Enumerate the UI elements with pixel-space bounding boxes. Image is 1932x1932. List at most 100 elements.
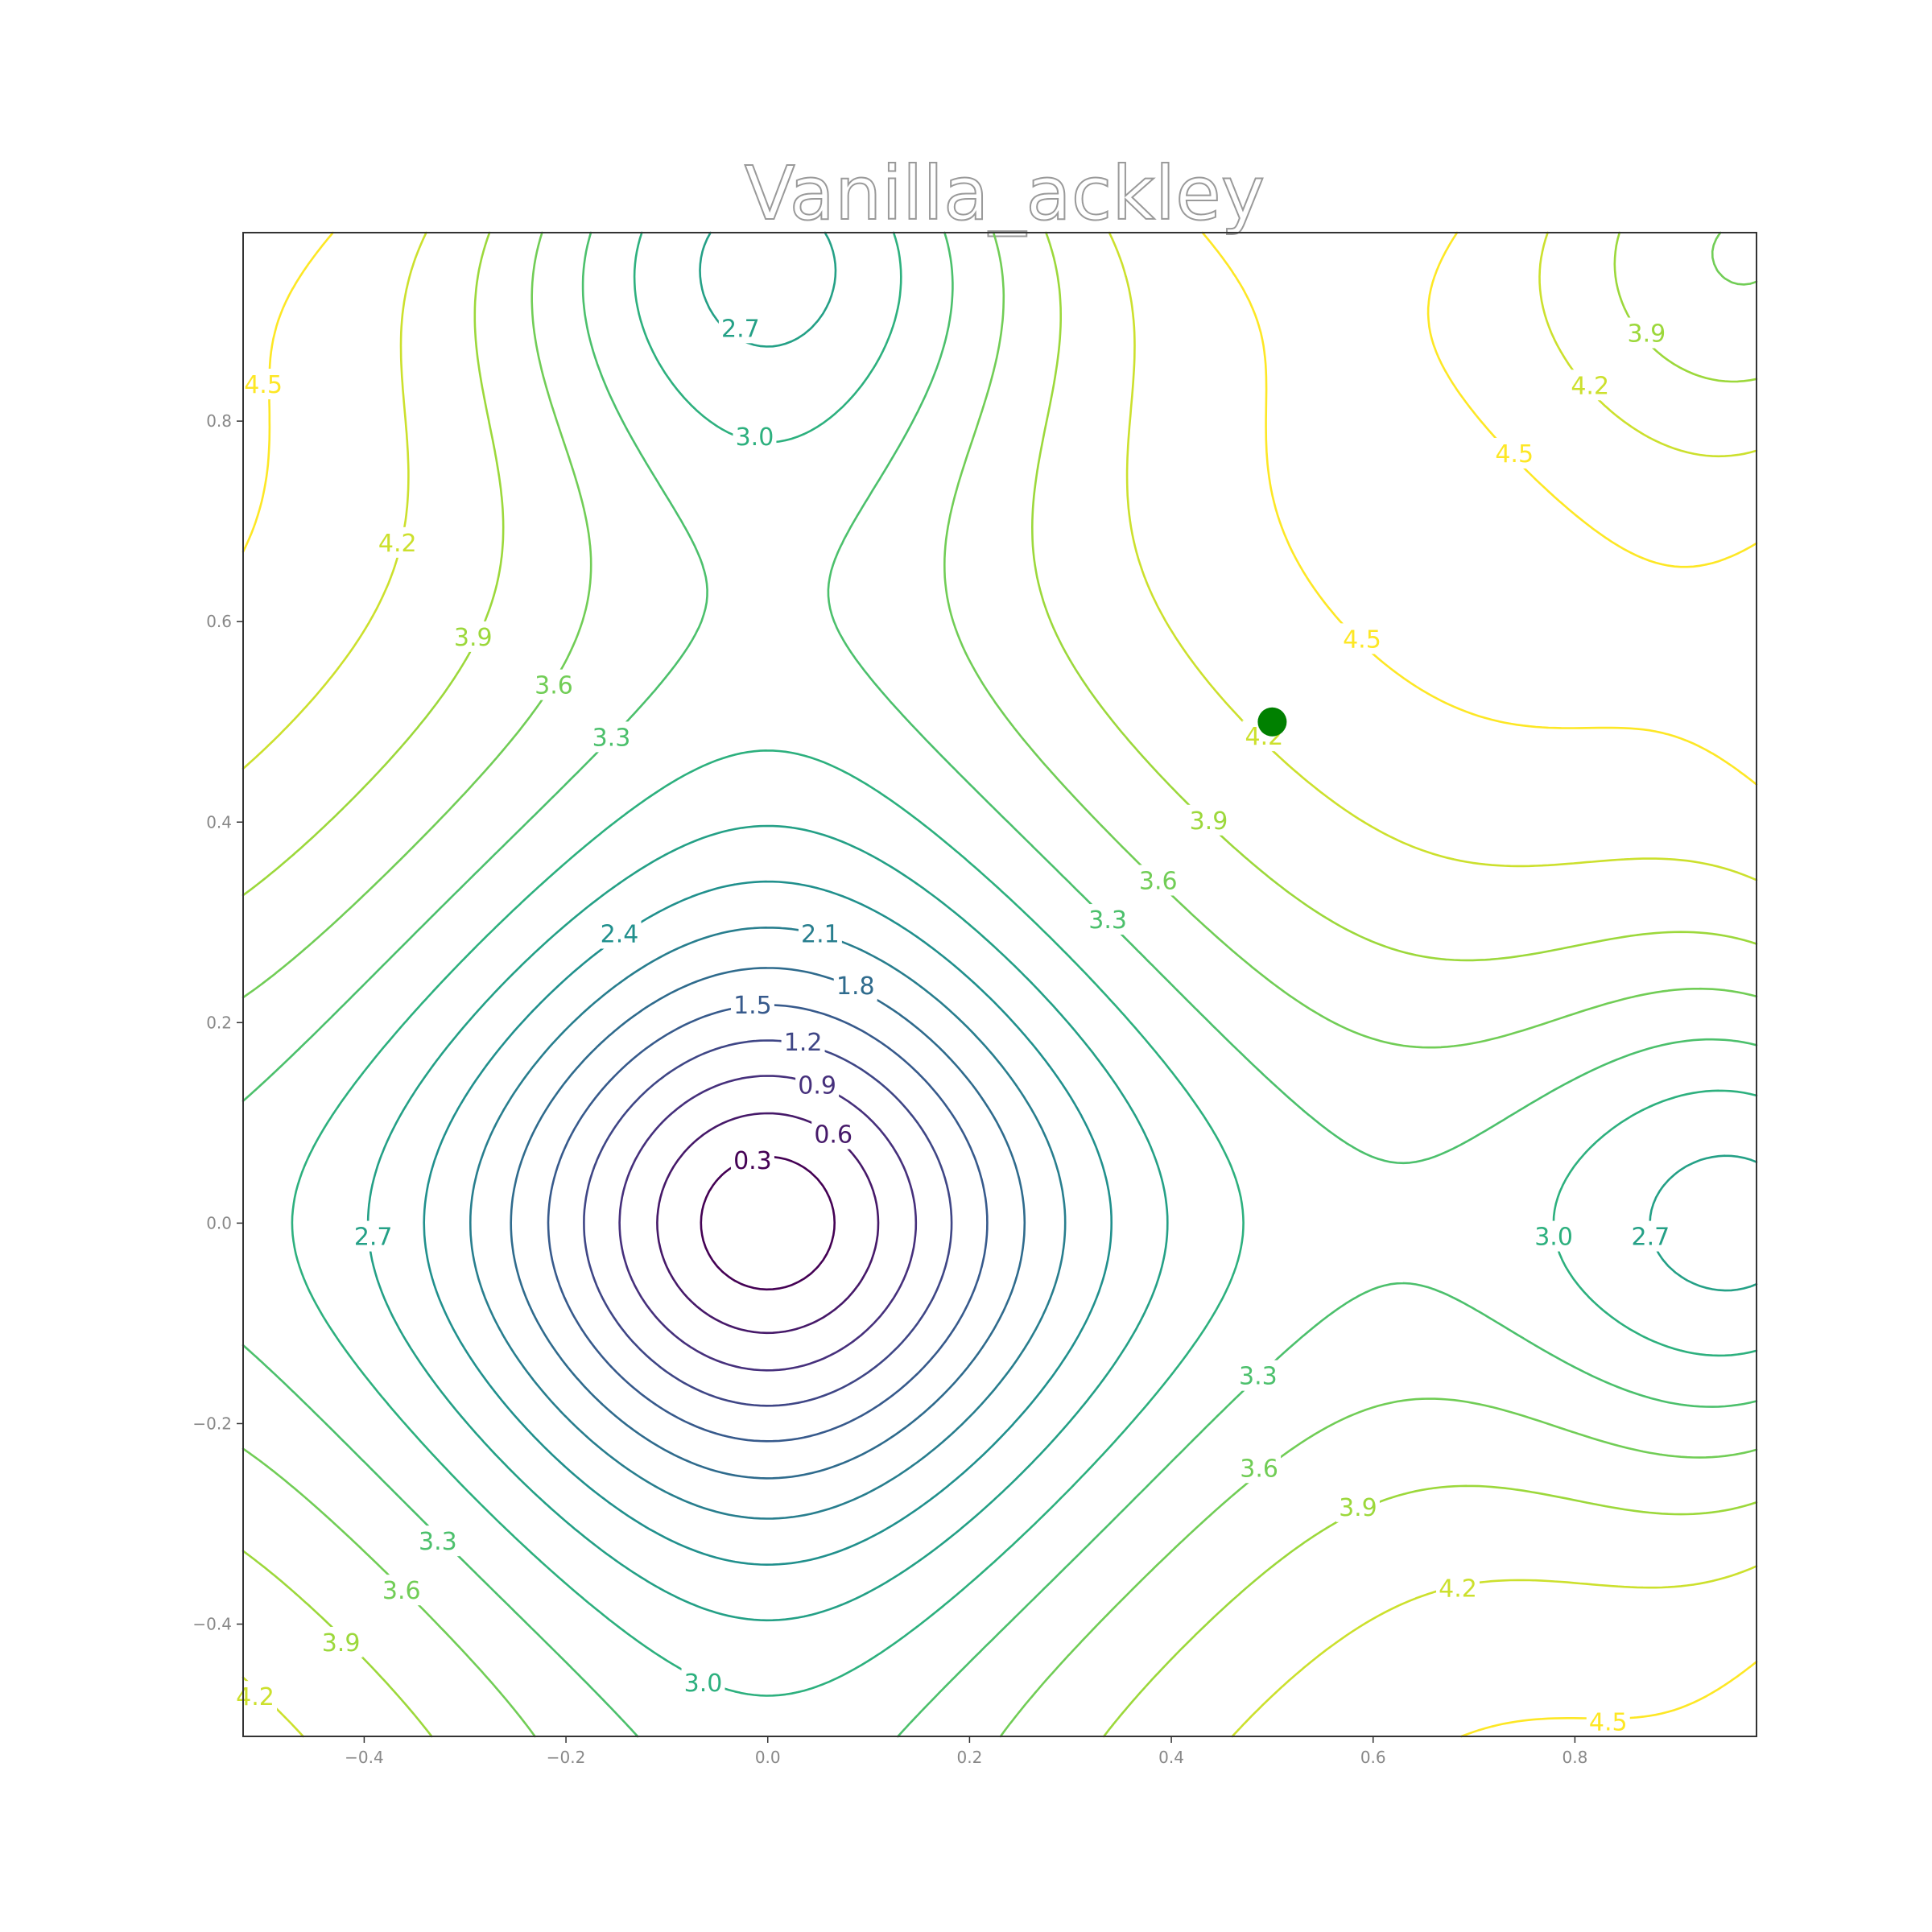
- contour-label: 2.1: [798, 918, 842, 949]
- contour-label: 3.6: [1136, 865, 1180, 896]
- contour-line-1-5: [547, 1004, 989, 1443]
- y-tick-label: −0.4: [192, 1615, 232, 1634]
- contour-line-4-2: [242, 231, 1758, 1738]
- contour-label-text: 3.9: [1339, 1494, 1377, 1522]
- x-tick-label: 0.8: [1562, 1748, 1587, 1767]
- contour-label: 4.2: [1568, 369, 1612, 401]
- contour-label-text: 3.0: [736, 423, 774, 452]
- contour-label: 3.3: [589, 721, 634, 753]
- x-axis: −0.4 −0.2 0.0 0.2 0.4 0.6 0.8: [345, 1736, 1587, 1767]
- contour-line-3-3: [242, 231, 1758, 1738]
- contour-label-text: 3.3: [1239, 1363, 1278, 1391]
- contour-label: 4.5: [1340, 623, 1384, 654]
- contour-line-3-9: [242, 231, 1758, 1738]
- contour-label: 3.9: [1624, 317, 1669, 349]
- contour-label-text: 3.3: [592, 724, 631, 752]
- contour-label-text: 4.2: [1571, 372, 1609, 400]
- contour-label-text: 3.3: [1088, 906, 1127, 935]
- contour-label-text: 4.2: [1439, 1575, 1477, 1604]
- contour-line-2-7: [366, 231, 1758, 1622]
- contour-label-text: 0.3: [733, 1147, 772, 1175]
- contour-label: 1.8: [833, 970, 877, 1001]
- contour-lines: [242, 231, 1758, 1738]
- contour-label: 4.2: [233, 1681, 278, 1712]
- contour-label: 4.5: [1492, 437, 1537, 469]
- y-tick-label: −0.2: [192, 1414, 232, 1433]
- x-tick-label: 0.4: [1158, 1748, 1184, 1767]
- x-tick-label: −0.4: [345, 1748, 384, 1767]
- contour-label-text: 0.9: [798, 1072, 836, 1100]
- contour-label: 0.3: [730, 1144, 774, 1175]
- contour-line-0-9: [618, 1075, 918, 1372]
- contour-label: 3.9: [451, 621, 495, 652]
- contour-label: 2.4: [597, 918, 642, 949]
- contour-label: 3.6: [379, 1575, 423, 1606]
- x-tick-label: 0.0: [755, 1748, 781, 1767]
- y-tick-label: 0.4: [206, 812, 232, 832]
- contour-label-text: 4.5: [1589, 1708, 1628, 1736]
- y-tick-label: 0.6: [206, 612, 232, 631]
- contour-label-text: 4.5: [1343, 625, 1381, 654]
- contour-label: 3.3: [1236, 1360, 1280, 1391]
- contour-label-text: 3.6: [382, 1577, 421, 1605]
- contour-label-text: 3.6: [535, 672, 573, 700]
- contour-label-text: 4.2: [236, 1683, 275, 1711]
- contour-label: 4.2: [1242, 720, 1286, 752]
- contour-label-text: 1.5: [733, 992, 772, 1020]
- contour-label-text: 2.1: [801, 920, 840, 948]
- marker-layer: [1257, 707, 1287, 737]
- contour-line-2-1: [469, 927, 1067, 1520]
- contour-line-1-2: [583, 1039, 953, 1407]
- contour-label: 3.9: [1335, 1491, 1380, 1522]
- contour-line-2-4: [423, 880, 1113, 1566]
- contour-label-text: 1.8: [836, 972, 875, 1001]
- x-tick-label: −0.2: [547, 1748, 586, 1767]
- contour-label-text: 2.7: [721, 315, 760, 343]
- chart-title: Vanilla_ackley: [745, 151, 1265, 237]
- contour-label: 3.0: [1532, 1220, 1576, 1252]
- contour-label: 3.6: [1237, 1452, 1282, 1484]
- contour-label-text: 3.6: [1139, 867, 1178, 895]
- y-tick-label: 0.0: [206, 1213, 232, 1232]
- contour-label: 2.7: [718, 312, 762, 344]
- contour-line-0-6: [656, 1112, 880, 1335]
- y-tick-label: 0.2: [206, 1013, 232, 1032]
- contour-label-text: 4.5: [1495, 440, 1534, 469]
- contour-label-text: 4.5: [244, 371, 283, 399]
- contour-label-text: 2.7: [1632, 1224, 1670, 1252]
- contour-label: 1.2: [781, 1026, 825, 1057]
- contour-label: 3.6: [532, 669, 576, 700]
- contour-label-text: 3.6: [1240, 1455, 1278, 1483]
- contour-label: 4.5: [1586, 1706, 1630, 1737]
- contour-label-text: 2.7: [354, 1224, 393, 1252]
- contour-label: 4.2: [1436, 1572, 1480, 1604]
- contour-label-text: 3.9: [322, 1629, 361, 1657]
- contour-label: 1.5: [730, 989, 774, 1020]
- contour-label: 0.9: [795, 1069, 840, 1100]
- contour-line-0-3: [700, 1155, 836, 1291]
- contour-label: 3.3: [415, 1525, 460, 1557]
- contour-label-text: 3.0: [684, 1670, 723, 1698]
- contour-label: 3.9: [1187, 804, 1231, 836]
- contour-label: 0.6: [811, 1118, 856, 1150]
- plot-frame: [242, 232, 1757, 1737]
- contour-line-1-8: [510, 967, 1026, 1480]
- contour-label: 2.7: [1629, 1220, 1673, 1252]
- contour-line-3: [291, 231, 1758, 1697]
- contour-label: 3.0: [681, 1666, 725, 1698]
- contour-label-text: 4.2: [378, 530, 417, 558]
- contour-labels: 0.3 0.6 0.9 1.2 1.5 1.8 2.1 2.4 2.7 2.7 2.7 3.0 3.0 3…: [233, 312, 1673, 1737]
- contour-label-text: 3.9: [454, 624, 493, 652]
- contour-label: 4.2: [375, 526, 419, 558]
- contour-label-text: 0.6: [814, 1121, 852, 1150]
- contour-label-text: 3.9: [1628, 320, 1666, 349]
- x-tick-label: 0.2: [956, 1748, 982, 1767]
- contour-label-text: 1.2: [784, 1029, 823, 1057]
- x-tick-label: 0.6: [1360, 1748, 1386, 1767]
- contour-label-text: 3.3: [419, 1528, 457, 1556]
- contour-label: 3.0: [733, 420, 777, 452]
- current-point-marker: [1257, 707, 1287, 737]
- contour-label: 3.3: [1086, 904, 1130, 935]
- y-axis: −0.4 −0.2 0.0 0.2 0.4 0.6 0.8: [192, 411, 243, 1634]
